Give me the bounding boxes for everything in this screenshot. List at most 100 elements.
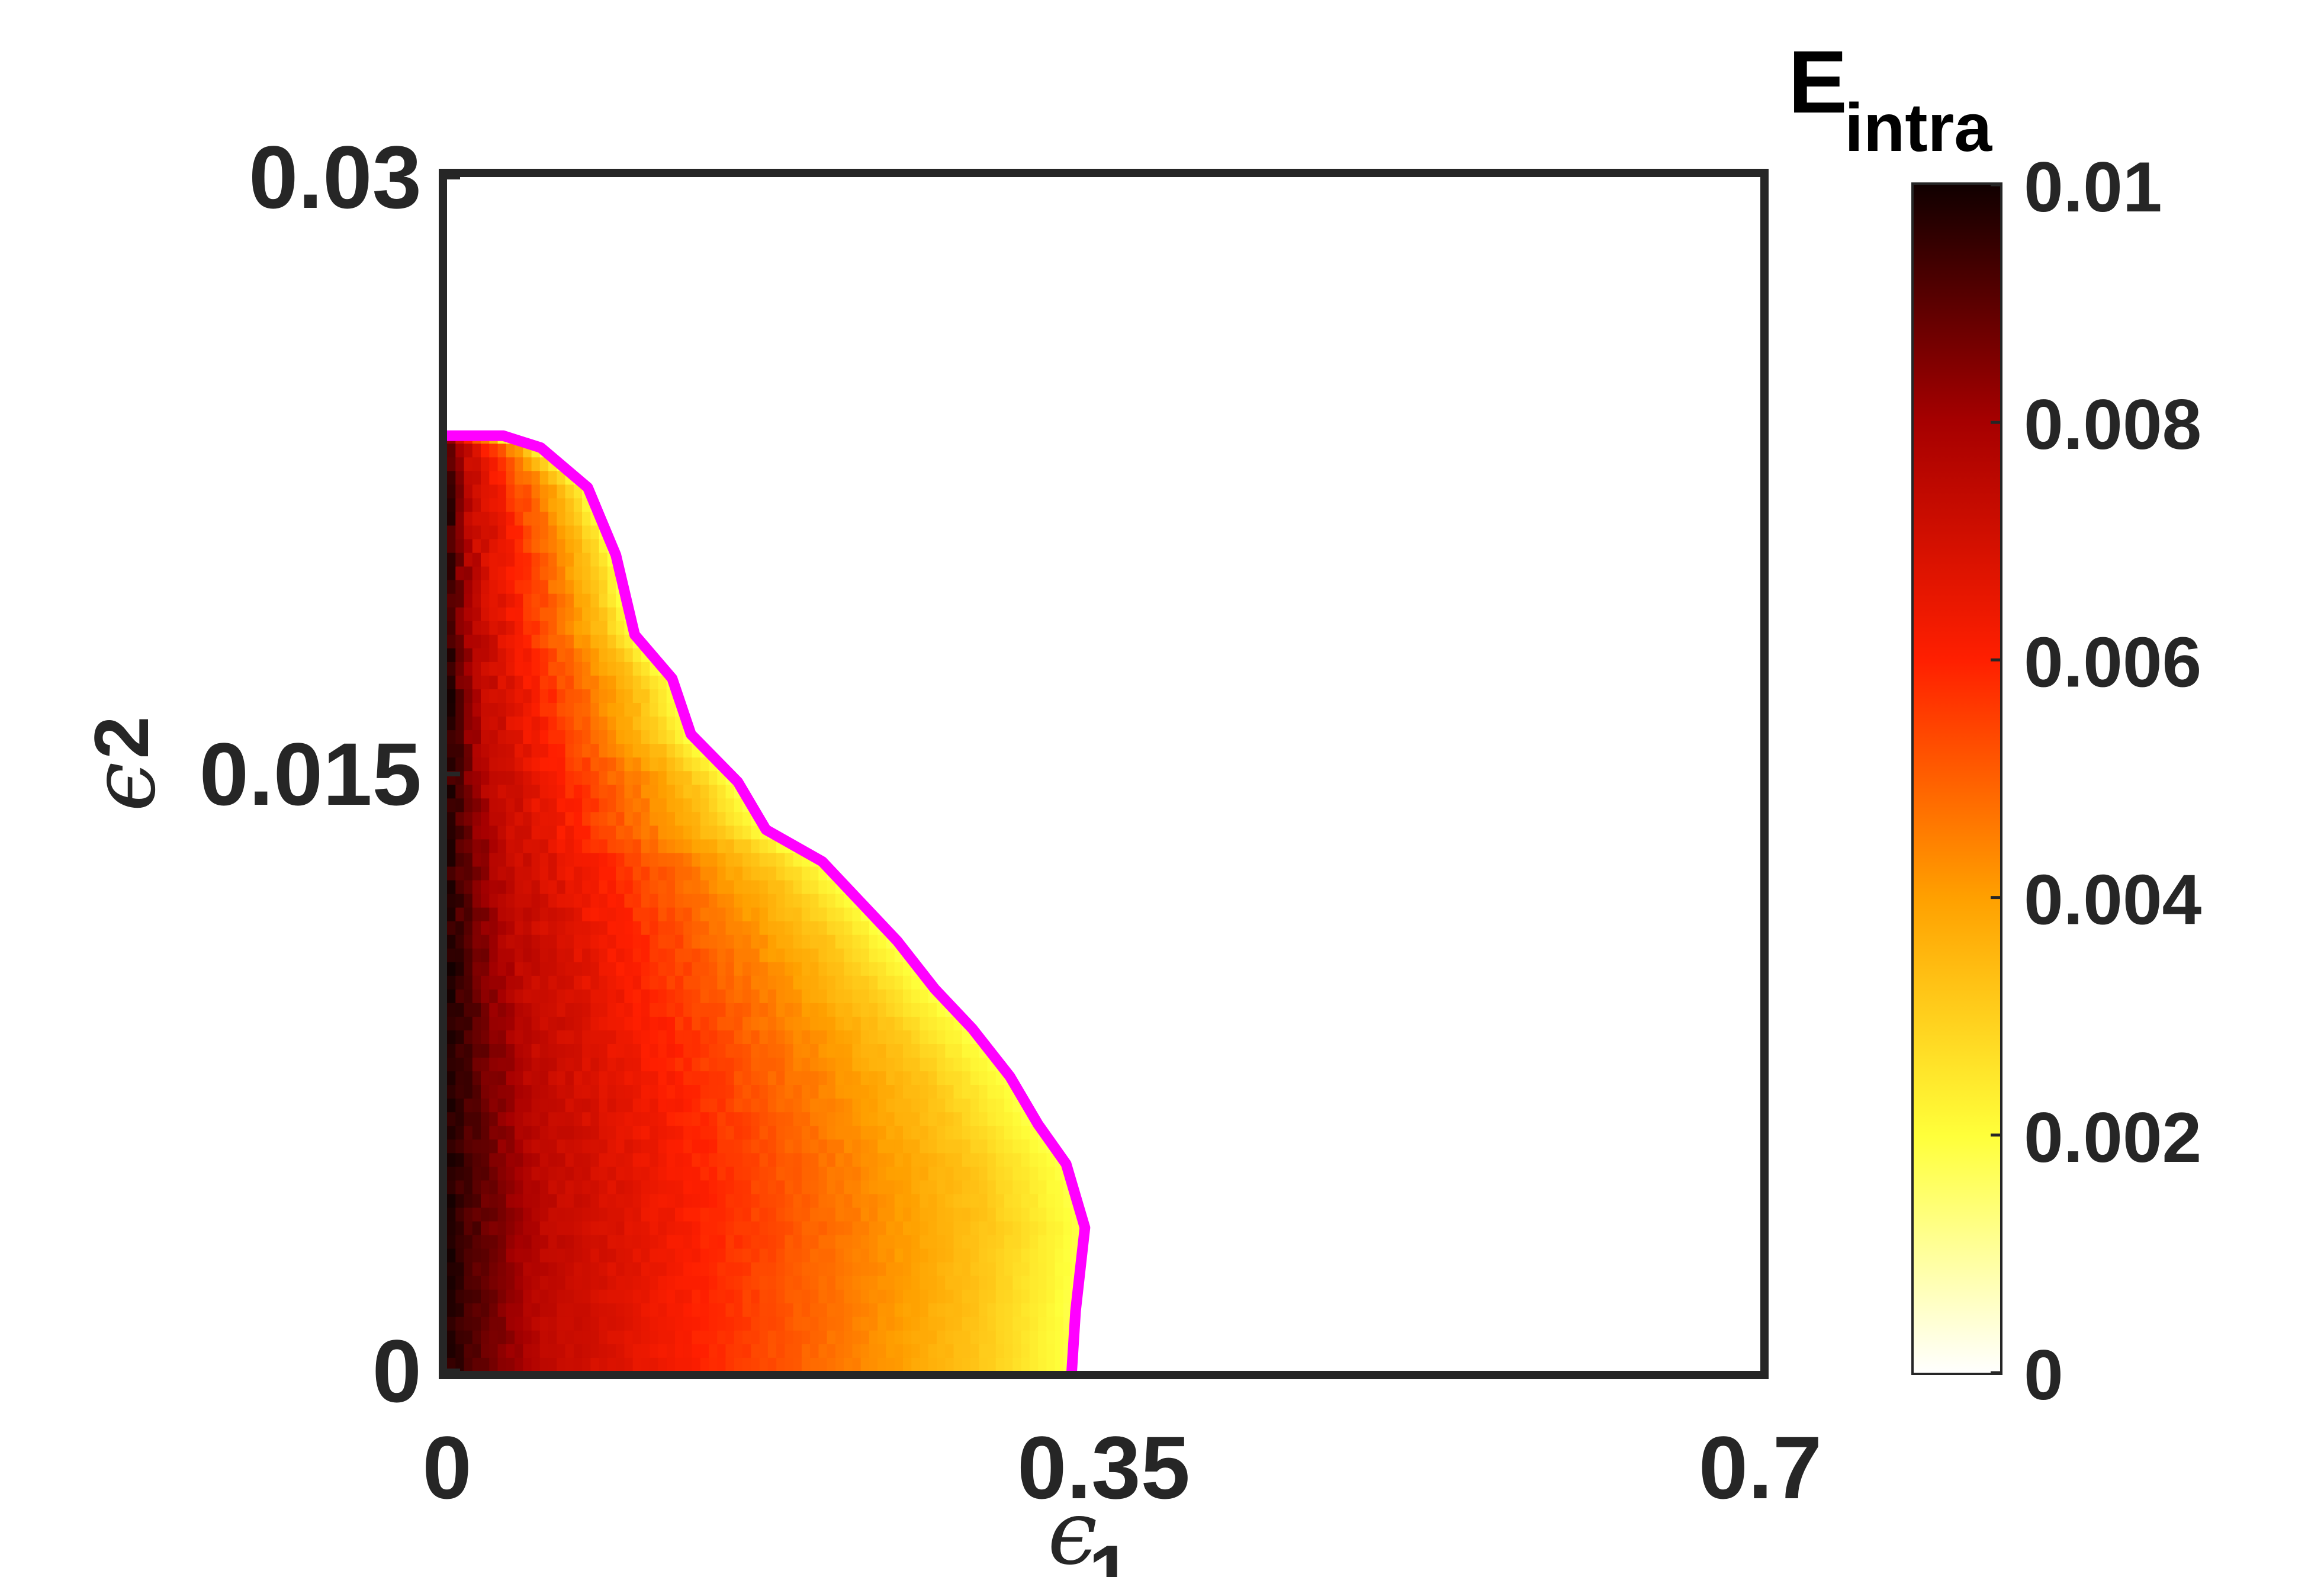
heatmap-cell (818, 975, 828, 990)
heatmap-cell (472, 1207, 482, 1222)
heatmap-cell (785, 1084, 794, 1099)
heatmap-cell (582, 675, 592, 689)
heatmap-cell (548, 798, 558, 812)
heatmap-cell (489, 907, 499, 921)
heatmap-cell (497, 1221, 507, 1235)
heatmap-cell (683, 866, 693, 881)
heatmap-cell (641, 975, 651, 990)
heatmap-cell (852, 948, 862, 962)
heatmap-cell (962, 1193, 972, 1208)
heatmap-cell (599, 552, 608, 567)
heatmap-cell (481, 606, 490, 621)
heatmap-cell (692, 1193, 701, 1208)
heatmap-cell (751, 1248, 760, 1263)
heatmap-cell (515, 1289, 524, 1303)
heatmap-cell (607, 1221, 617, 1235)
heatmap-cell (539, 1357, 549, 1371)
heatmap-cell (700, 1152, 710, 1167)
heatmap-cell (886, 1112, 895, 1126)
heatmap-cell (877, 1234, 887, 1249)
heatmap-cell (557, 1357, 566, 1371)
heatmap-cell (970, 1057, 980, 1072)
heatmap-cell (464, 606, 473, 621)
heatmap-cell (742, 852, 752, 867)
heatmap-cell (852, 1343, 862, 1358)
heatmap-cell (455, 1207, 465, 1222)
heatmap-cell (835, 975, 845, 990)
heatmap-cell (767, 1139, 777, 1154)
heatmap-cell (785, 1180, 794, 1194)
heatmap-cell (641, 1125, 651, 1140)
heatmap-cell (717, 1084, 727, 1099)
heatmap-cell (481, 730, 490, 744)
heatmap-cell (531, 852, 541, 867)
heatmap-cell (725, 1180, 735, 1194)
heatmap-cell (447, 702, 457, 717)
heatmap-cell (455, 825, 465, 840)
heatmap-cell (624, 1016, 634, 1030)
heatmap-cell (692, 1357, 701, 1371)
heatmap-cell (827, 1112, 836, 1126)
heatmap-cell (573, 579, 583, 594)
heatmap-cell (860, 1057, 870, 1072)
heatmap-cell (447, 784, 457, 799)
heatmap-cell (877, 948, 887, 962)
heatmap-cell (860, 1234, 870, 1249)
heatmap-cell (539, 1193, 549, 1208)
heatmap-cell (523, 839, 532, 853)
heatmap-cell (472, 1221, 482, 1235)
heatmap-cell (539, 675, 549, 689)
heatmap-cell (683, 1125, 693, 1140)
heatmap-cell (565, 988, 574, 1003)
heatmap-cell (953, 1248, 963, 1263)
heatmap-cell (877, 1057, 887, 1072)
heatmap-cell (827, 1302, 836, 1317)
heatmap-cell (455, 675, 465, 689)
heatmap-cell (464, 770, 473, 785)
heatmap-cell (616, 634, 625, 648)
heatmap-cell (539, 634, 549, 648)
heatmap-cell (725, 1016, 735, 1030)
heatmap-cell (827, 1316, 836, 1331)
heatmap-cell (911, 1221, 921, 1235)
heatmap-cell (607, 757, 617, 772)
heatmap-cell (911, 1152, 921, 1167)
heatmap-cell (447, 1071, 457, 1085)
heatmap-cell (582, 1030, 592, 1044)
heatmap-cell (869, 1030, 879, 1044)
heatmap-cell (1004, 1289, 1014, 1303)
heatmap-cell (877, 1329, 887, 1344)
heatmap-cell (793, 934, 802, 949)
heatmap-cell (506, 1057, 516, 1072)
heatmap-cell (751, 1343, 760, 1358)
heatmap-cell (953, 1071, 963, 1085)
heatmap-cell (700, 1343, 710, 1358)
heatmap-cell (599, 579, 608, 594)
heatmap-cell (675, 893, 684, 908)
heatmap-cell (869, 961, 879, 976)
heatmap-cell (658, 702, 667, 717)
heatmap-cell (641, 1329, 651, 1344)
heatmap-cell (818, 1234, 828, 1249)
heatmap-cell (632, 675, 642, 689)
heatmap-cell (607, 920, 617, 935)
heatmap-cell (894, 1193, 904, 1208)
heatmap-cell (759, 948, 769, 962)
heatmap-cell (995, 1084, 1005, 1099)
heatmap-cell (557, 961, 566, 976)
heatmap-cell (582, 839, 592, 853)
heatmap-cell (573, 1357, 583, 1371)
heatmap-cell (1063, 1289, 1073, 1303)
heatmap-cell (573, 988, 583, 1003)
heatmap-cell (641, 1316, 651, 1331)
heatmap-cell (616, 1193, 625, 1208)
heatmap-cell (650, 1234, 659, 1249)
heatmap-cell (928, 1016, 937, 1030)
heatmap-cell (481, 702, 490, 717)
heatmap-cell (531, 1112, 541, 1126)
heatmap-cell (734, 1180, 744, 1194)
heatmap-cell (539, 1125, 549, 1140)
heatmap-cell (742, 988, 752, 1003)
heatmap-cell (531, 1357, 541, 1371)
heatmap-cell (894, 1152, 904, 1167)
